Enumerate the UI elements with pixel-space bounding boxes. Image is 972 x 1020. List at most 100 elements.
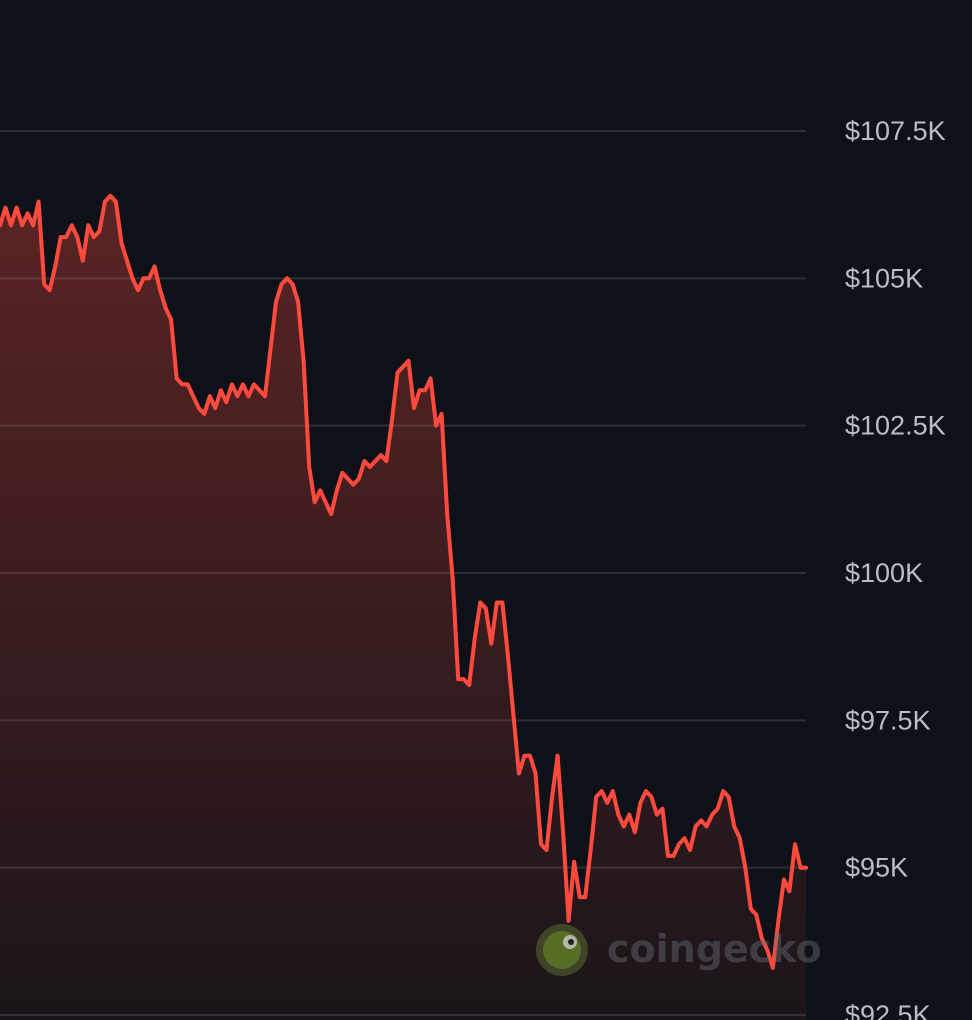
data-point [229, 381, 235, 387]
data-point [566, 918, 572, 924]
data-point [113, 199, 119, 205]
data-point [533, 770, 539, 776]
data-point [179, 381, 185, 387]
data-point [251, 381, 257, 387]
data-point [709, 812, 715, 818]
price-area-fill [0, 195, 806, 1020]
data-point [141, 275, 147, 281]
data-point [301, 358, 307, 364]
data-point [461, 676, 467, 682]
data-point [775, 918, 781, 924]
data-point [52, 264, 58, 270]
data-point [119, 240, 125, 246]
y-tick-label: $107.5K [845, 116, 946, 146]
data-point [218, 387, 224, 393]
data-point [30, 222, 36, 228]
data-point [737, 835, 743, 841]
data-point [748, 906, 754, 912]
data-point [444, 511, 450, 517]
data-point [63, 234, 69, 240]
data-point [273, 299, 279, 305]
data-point [25, 211, 31, 217]
data-point [279, 281, 285, 287]
data-point [19, 222, 25, 228]
data-point [786, 888, 792, 894]
data-point [74, 234, 80, 240]
data-point [626, 812, 632, 818]
data-point [615, 812, 621, 818]
data-point [306, 464, 312, 470]
data-point [417, 387, 423, 393]
data-point [350, 482, 356, 488]
data-point [582, 894, 588, 900]
data-point [466, 682, 472, 688]
data-point [621, 823, 627, 829]
data-point [378, 452, 384, 458]
data-point [207, 393, 213, 399]
data-point [704, 823, 710, 829]
data-point [588, 847, 594, 853]
data-point [163, 305, 169, 311]
gecko-logo-icon [536, 924, 588, 976]
data-point [726, 794, 732, 800]
data-point [223, 399, 229, 405]
y-tick-label: $100K [845, 558, 923, 588]
data-point [157, 287, 163, 293]
data-point [14, 205, 20, 211]
data-point [185, 381, 191, 387]
data-point [395, 370, 401, 376]
data-point [3, 205, 9, 211]
data-point [80, 258, 86, 264]
data-point [91, 234, 97, 240]
data-point [201, 411, 207, 417]
data-point [549, 794, 555, 800]
data-point [406, 358, 412, 364]
data-point [245, 393, 251, 399]
data-point [682, 835, 688, 841]
data-point [69, 222, 75, 228]
data-point [643, 788, 649, 794]
data-point [212, 405, 218, 411]
y-tick-label: $95K [845, 853, 908, 883]
data-point [798, 865, 804, 871]
data-point [422, 387, 428, 393]
data-point [257, 387, 263, 393]
data-point [455, 676, 461, 682]
price-line [0, 193, 808, 970]
data-point [85, 222, 91, 228]
data-point [687, 847, 693, 853]
data-point [290, 281, 296, 287]
data-point [312, 499, 318, 505]
data-point [240, 381, 246, 387]
data-point [190, 393, 196, 399]
data-point [555, 753, 561, 759]
data-point [389, 417, 395, 423]
data-point [599, 788, 605, 794]
data-point [527, 753, 533, 759]
data-point [36, 199, 42, 205]
data-point [637, 800, 643, 806]
data-point [124, 258, 130, 264]
data-point [577, 894, 583, 900]
data-point [522, 753, 528, 759]
data-point [792, 841, 798, 847]
data-point [295, 299, 301, 305]
data-point [510, 711, 516, 717]
data-point [654, 812, 660, 818]
data-point [107, 193, 113, 199]
y-axis-labels: $107.5K $105K $102.5K $100K $97.5K $95K $92.5K [845, 116, 946, 1020]
data-point [632, 829, 638, 835]
data-point [41, 281, 47, 287]
data-point [571, 859, 577, 865]
data-point [317, 488, 323, 494]
data-point [323, 499, 329, 505]
data-point [234, 393, 240, 399]
data-point [339, 470, 345, 476]
data-point [47, 287, 53, 293]
data-point [753, 912, 759, 918]
data-point [505, 653, 511, 659]
data-point [174, 376, 180, 382]
data-point [367, 464, 373, 470]
data-point [803, 865, 809, 871]
data-point [544, 847, 550, 853]
